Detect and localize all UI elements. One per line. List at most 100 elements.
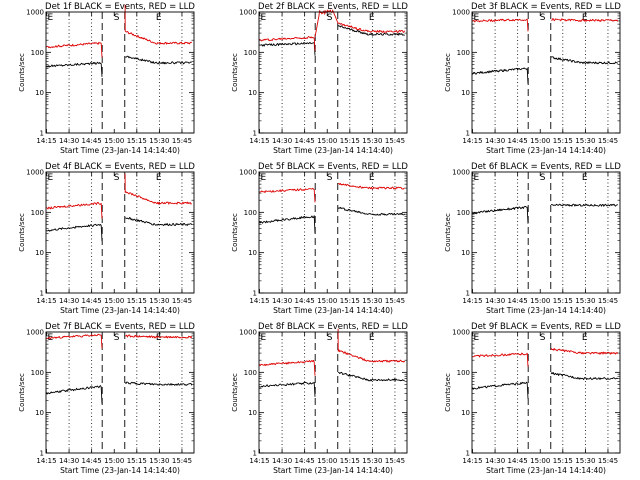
interval-marker-e: E	[582, 13, 588, 23]
x-tick-label: 14:15	[36, 137, 56, 145]
series-lld-line	[472, 347, 619, 367]
x-tick-label: 14:30	[272, 457, 292, 465]
y-tick-label: 10	[35, 409, 44, 417]
detector-panel-6: Det 6f BLACK = Events, RED = LLD Counts/s…	[444, 162, 621, 315]
plot-frame	[45, 171, 195, 294]
x-tick-label: 14:45	[82, 137, 102, 145]
y-tick-label: 1000	[239, 329, 257, 337]
panel-title: Det 7f BLACK = Events, RED = LLD	[45, 322, 195, 332]
series-events-line	[259, 206, 406, 234]
series-lld-line	[46, 333, 193, 349]
x-tick-label: 14:15	[249, 457, 269, 465]
x-tick-label: 15:00	[317, 457, 337, 465]
series-events-line	[259, 25, 405, 56]
x-tick-label: 15:15	[553, 457, 573, 465]
x-tick-label: 15:45	[598, 137, 618, 145]
interval-marker-s: S	[540, 13, 546, 23]
interval-marker-e: E	[261, 333, 267, 343]
series-events-line	[46, 55, 192, 77]
y-tick-label: 10	[248, 249, 257, 257]
y-tick-label: 1	[253, 130, 257, 138]
y-tick-label: 1000	[26, 9, 44, 17]
plot-frame	[258, 11, 408, 134]
x-tick-label: 15:30	[362, 457, 382, 465]
x-tick-label: 15:45	[172, 297, 192, 305]
detector-panel-8: Det 8f BLACK = Events, RED = LLD Counts/s…	[231, 322, 408, 475]
series-events-line	[46, 381, 193, 404]
x-tick-label: 14:30	[59, 457, 79, 465]
series-lld-line	[259, 183, 405, 203]
x-tick-label: 15:45	[172, 457, 192, 465]
x-tick-label: 15:30	[575, 457, 595, 465]
x-tick-label: 15:30	[575, 297, 595, 305]
y-tick-label: 1	[40, 450, 44, 458]
y-tick-label: 1	[40, 290, 44, 298]
x-tick-label: 15:30	[362, 137, 382, 145]
x-tick-label: 14:30	[272, 137, 292, 145]
y-tick-label: 10	[461, 249, 470, 257]
y-tick-label: 1	[466, 290, 470, 298]
x-tick-label: 14:45	[508, 137, 528, 145]
y-axis-label: Counts/sec	[444, 213, 452, 252]
interval-marker-e: E	[48, 13, 54, 23]
x-tick-label: 14:15	[36, 297, 56, 305]
x-tick-label: 15:45	[385, 457, 405, 465]
x-tick-label: 14:30	[59, 297, 79, 305]
x-tick-label: 15:15	[340, 457, 360, 465]
x-axis-label: Start Time (23-Jan-14 14:14:40)	[60, 466, 180, 475]
y-axis-label: Counts/sec	[18, 53, 26, 92]
interval-marker-e: E	[369, 173, 375, 183]
y-tick-label: 100	[457, 209, 470, 217]
y-tick-label: 100	[457, 49, 470, 57]
y-tick-label: 1	[466, 450, 470, 458]
interval-marker-s: S	[114, 173, 120, 183]
x-tick-label: 14:45	[82, 457, 102, 465]
interval-marker-e: E	[261, 13, 267, 23]
x-tick-label: 14:15	[462, 297, 482, 305]
x-tick-label: 15:00	[104, 137, 124, 145]
interval-marker-e: E	[48, 173, 54, 183]
interval-marker-s: S	[114, 333, 120, 343]
x-tick-label: 15:30	[149, 297, 169, 305]
x-tick-label: 15:15	[340, 137, 360, 145]
x-axis-label: Start Time (23-Jan-14 14:14:40)	[273, 146, 393, 155]
y-tick-label: 100	[31, 49, 44, 57]
y-axis-label: Counts/sec	[18, 373, 26, 412]
panel-title: Det 6f BLACK = Events, RED = LLD	[471, 162, 621, 172]
interval-marker-e: E	[156, 13, 162, 23]
interval-marker-e: E	[369, 333, 375, 343]
y-tick-label: 10	[461, 89, 470, 97]
x-axis-label: Start Time (23-Jan-14 14:14:40)	[486, 466, 606, 475]
interval-marker-e: E	[369, 13, 375, 23]
y-tick-label: 1	[40, 130, 44, 138]
x-tick-label: 15:00	[104, 297, 124, 305]
x-tick-label: 15:30	[362, 297, 382, 305]
x-tick-label: 14:30	[485, 137, 505, 145]
interval-marker-e: E	[474, 173, 480, 183]
interval-marker-e: E	[582, 333, 588, 343]
series-events-line	[472, 203, 618, 224]
y-tick-label: 100	[244, 209, 257, 217]
interval-marker-s: S	[540, 333, 546, 343]
x-tick-label: 14:30	[272, 297, 292, 305]
panel-title: Det 3f BLACK = Events, RED = LLD	[471, 2, 621, 12]
plot-frame	[471, 331, 621, 454]
x-tick-label: 15:00	[317, 297, 337, 305]
plot-frame	[471, 171, 621, 294]
y-tick-label: 1	[253, 290, 257, 298]
x-axis-label: Start Time (23-Jan-14 14:14:40)	[273, 306, 393, 315]
series-events-line	[259, 371, 405, 397]
x-tick-label: 15:15	[127, 297, 147, 305]
series-lld-line	[472, 18, 619, 32]
interval-marker-e: E	[156, 333, 162, 343]
x-tick-label: 15:45	[598, 297, 618, 305]
y-tick-label: 1000	[452, 9, 470, 17]
x-tick-label: 15:00	[317, 137, 337, 145]
panel-title: Det 9f BLACK = Events, RED = LLD	[471, 322, 621, 332]
y-tick-label: 10	[461, 409, 470, 417]
y-tick-label: 1000	[26, 329, 44, 337]
plot-frame	[45, 331, 195, 454]
x-axis-label: Start Time (23-Jan-14 14:14:40)	[486, 306, 606, 315]
panel-title: Det 4f BLACK = Events, RED = LLD	[45, 162, 195, 172]
